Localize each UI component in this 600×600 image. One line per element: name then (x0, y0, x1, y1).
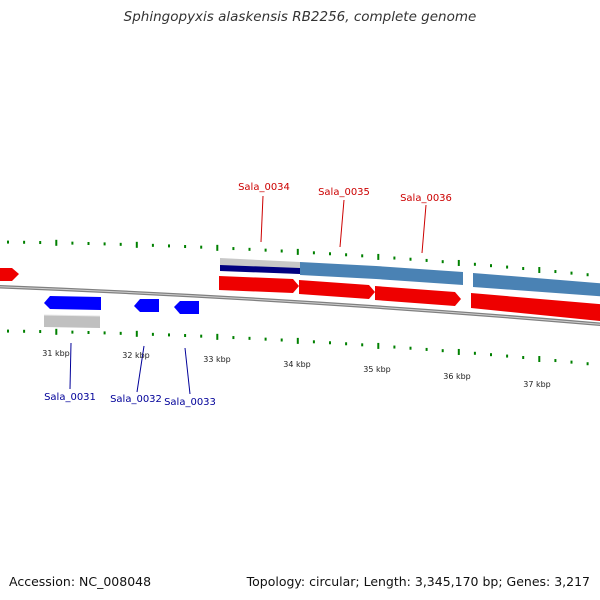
forward-cds-track (220, 258, 600, 297)
kbp-label: 31 kbp (42, 349, 70, 358)
gene-arrow-0035[interactable] (299, 280, 375, 299)
gene-label-0036[interactable]: Sala_0036 (400, 193, 452, 204)
cds-bar-0034-dark (220, 265, 300, 274)
gene-arrow-0037[interactable] (471, 293, 600, 322)
top-tick-track (7, 239, 589, 277)
label-leader-0035 (339, 199, 345, 248)
gene-arrow-0032[interactable] (134, 299, 159, 312)
cds-bar-0036[interactable] (376, 266, 463, 285)
cds-bar-0031[interactable] (44, 315, 100, 328)
map-title: Sphingopyxis alaskensis RB2256, complete… (123, 9, 477, 25)
kbp-label: 36 kbp (443, 372, 471, 381)
reverse-labels: Sala_0031 Sala_0032 Sala_0033 (44, 342, 216, 408)
genome-backbone-highlight (0, 286, 600, 325)
gene-arrow-0033[interactable] (174, 301, 199, 314)
gene-arrow-0036[interactable] (375, 286, 461, 306)
kbp-label: 32 kbp (122, 351, 150, 360)
label-leader-0033 (184, 347, 191, 395)
gene-arrow-0034[interactable] (219, 276, 299, 293)
label-leader-0034 (260, 195, 264, 243)
kbp-label: 37 kbp (523, 380, 551, 389)
kbp-label: 34 kbp (283, 360, 311, 369)
reverse-gene-track (43, 296, 199, 328)
label-leader-0036 (421, 204, 427, 254)
scale-labels: 31 kbp 32 kbp 33 kbp 34 kbp 35 kbp 36 kb… (42, 349, 551, 389)
forward-gene-track (0, 268, 600, 322)
gene-label-0033[interactable]: Sala_0033 (164, 397, 216, 408)
label-leader-0031 (69, 342, 72, 390)
gene-label-0031[interactable]: Sala_0031 (44, 392, 96, 403)
accession-text: Accession: NC_008048 (9, 574, 152, 589)
gene-label-0034[interactable]: Sala_0034 (238, 182, 290, 193)
gene-arrow-prev[interactable] (0, 268, 19, 281)
gene-arrow-0031[interactable] (44, 296, 101, 310)
genome-summary-text: Topology: circular; Length: 3,345,170 bp… (246, 574, 590, 589)
label-leader-0032 (136, 345, 145, 393)
cds-bar-0037[interactable] (473, 273, 600, 297)
forward-labels: Sala_0034 Sala_0035 Sala_0036 (238, 182, 452, 254)
cds-bar-0035[interactable] (300, 262, 376, 279)
gene-label-0032[interactable]: Sala_0032 (110, 394, 162, 405)
gene-label-0035[interactable]: Sala_0035 (318, 187, 370, 198)
kbp-label: 35 kbp (363, 365, 391, 374)
bottom-tick-track (7, 328, 589, 366)
kbp-label: 33 kbp (203, 355, 231, 364)
